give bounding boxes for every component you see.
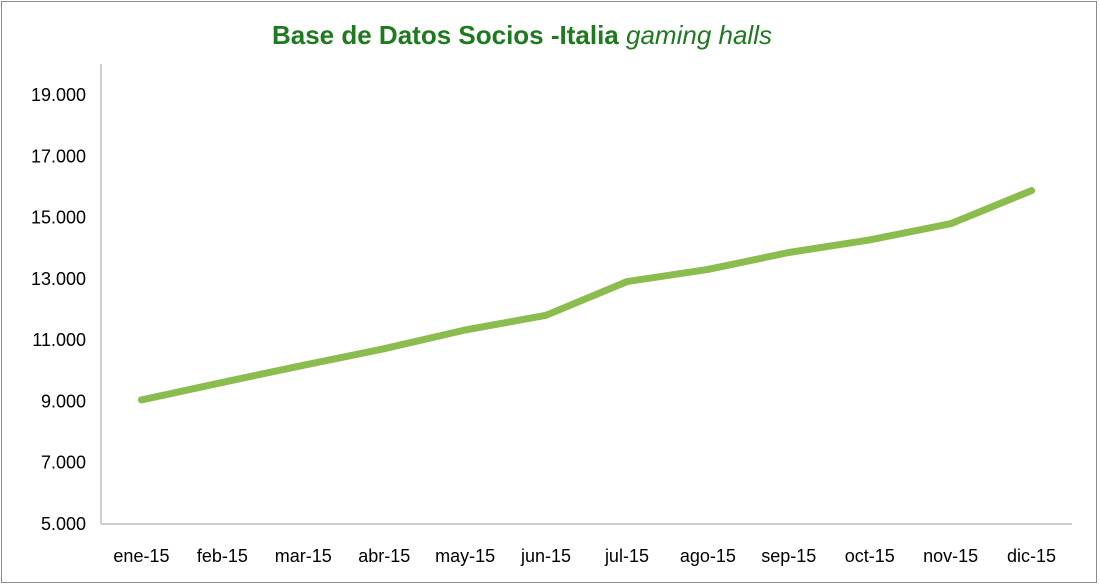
x-tick-label: ago-15 xyxy=(680,546,736,566)
data-point xyxy=(299,361,307,369)
data-point xyxy=(461,326,469,334)
chart-title-main: Base de Datos Socios -Italia xyxy=(271,20,619,50)
data-point xyxy=(785,249,793,257)
data-point xyxy=(866,236,874,244)
y-tick-label: 5.000 xyxy=(41,514,86,534)
x-tick-label: ene-15 xyxy=(113,546,169,566)
x-tick-label: sep-15 xyxy=(761,546,816,566)
chart-title: Base de Datos Socios -Italia gaming hall… xyxy=(0,20,1044,51)
data-point xyxy=(1028,187,1036,195)
x-tick-label: nov-15 xyxy=(923,546,978,566)
data-point xyxy=(542,311,550,319)
x-tick-label: jun-15 xyxy=(520,546,571,566)
x-tick-label: may-15 xyxy=(435,546,495,566)
data-point xyxy=(380,345,388,353)
data-point xyxy=(704,265,712,273)
y-tick-label: 7.000 xyxy=(41,453,86,473)
y-tick-label: 15.000 xyxy=(31,208,86,228)
y-tick-label: 19.000 xyxy=(31,85,86,105)
series-line xyxy=(138,187,1035,404)
x-tick-label: oct-15 xyxy=(845,546,895,566)
data-point xyxy=(947,220,955,228)
y-tick-label: 13.000 xyxy=(31,269,86,289)
y-tick-label: 9.000 xyxy=(41,391,86,411)
x-tick-label: abr-15 xyxy=(358,546,410,566)
x-axis: ene-15 feb-15 mar-15 abr-15 may-15 jun-15 jul-… xyxy=(101,523,1072,566)
y-tick-label: 17.000 xyxy=(31,146,86,166)
chart-title-emphasis: gaming halls xyxy=(626,20,772,50)
data-point xyxy=(623,278,631,286)
data-point xyxy=(137,396,145,404)
x-tick-label: mar-15 xyxy=(275,546,332,566)
y-axis: 5.000 7.000 9.000 11.000 13.000 15.000 17.000 1… xyxy=(31,64,102,534)
series-group xyxy=(137,187,1036,404)
data-point xyxy=(218,378,226,386)
x-tick-label: jul-15 xyxy=(604,546,649,566)
x-tick-label: dic-15 xyxy=(1007,546,1056,566)
y-tick-label: 11.000 xyxy=(32,330,86,350)
x-tick-label: feb-15 xyxy=(197,546,248,566)
